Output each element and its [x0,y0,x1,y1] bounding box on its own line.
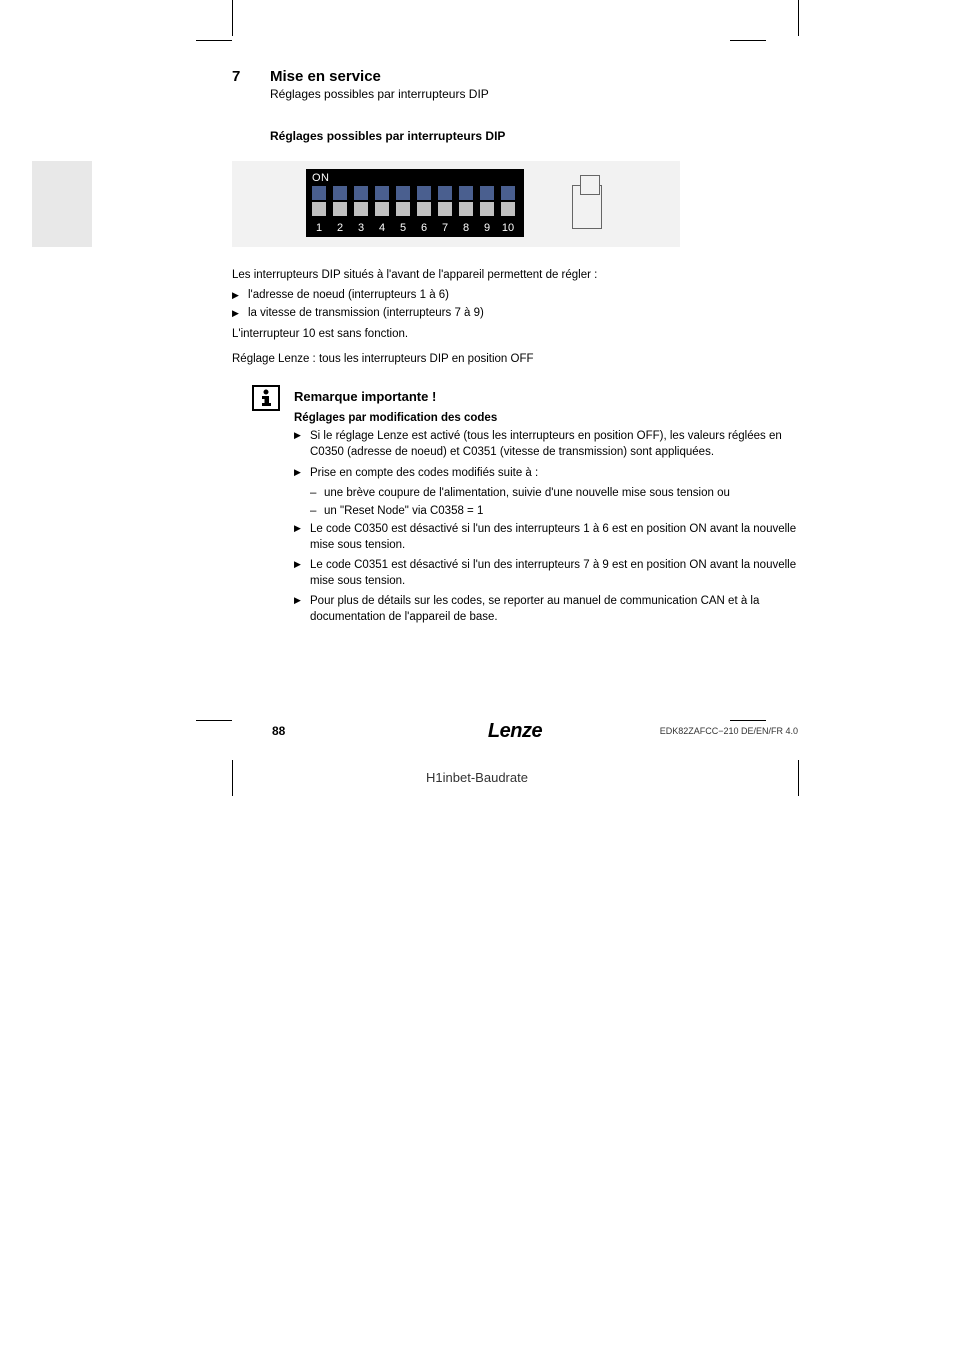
dip-switch-number: 4 [372,222,392,234]
crop-mark [196,40,232,41]
dip-switch [459,186,473,216]
dash-bullet: – [310,485,324,501]
dip-switch [354,186,368,216]
info-icon [252,385,280,411]
list-item: ▶l'adresse de noeud (interrupteurs 1 à 6… [232,287,798,304]
bullet-text: la vitesse de transmission (interrupteur… [248,305,484,322]
bullet-text: Le code C0351 est désactivé si l'un des … [310,557,798,589]
page-content: 7 Mise en service Réglages possibles par… [232,10,798,768]
chapter-header: 7 Mise en service Réglages possibles par… [232,68,798,101]
info-subtitle: Réglages par modification des codes [294,412,798,424]
sub-list-item: –un "Reset Node" via C0358 = 1 [310,503,798,519]
dip-switch [480,186,494,216]
dash-bullet: – [310,503,324,519]
section-heading: Réglages possibles par interrupteurs DIP [270,129,798,143]
margin-grey-block [32,161,92,247]
bullet-text: Le code C0350 est désactivé si l'un des … [310,521,798,553]
dip-switch [375,186,389,216]
dip-switch-number: 2 [330,222,350,234]
dip-switch [312,186,326,216]
footer-label: H1inbet-Baudrate [426,770,528,785]
triangle-bullet-icon: ▶ [294,521,310,534]
dip-switch-number: 10 [498,222,518,234]
dip-switch-number: 3 [351,222,371,234]
dip-switch [396,186,410,216]
bullet-text: Si le réglage Lenze est activé (tous les… [310,428,798,460]
crop-mark [196,720,232,721]
int10-line: L'interrupteur 10 est sans fonction. [232,326,798,343]
list-item: ▶Le code C0351 est désactivé si l'un des… [294,557,798,589]
intro-line: Les interrupteurs DIP situés à l'avant d… [232,267,798,284]
page-footer: 88 Lenze EDK82ZAFCC−210 DE/EN/FR 4.0 [232,724,798,738]
crop-mark [798,760,799,796]
dip-switch [438,186,452,216]
bullet-text: Prise en compte des codes modifiés suite… [310,465,538,481]
triangle-bullet-icon: ▶ [294,428,310,441]
list-item: ▶Pour plus de détails sur les codes, se … [294,593,798,625]
dip-switch-number: 9 [477,222,497,234]
dip-switch-figure: ON 12345678910 [232,161,680,247]
page-number: 88 [272,724,285,738]
triangle-bullet-icon: ▶ [294,593,310,606]
chapter-subtitle: Réglages possibles par interrupteurs DIP [270,87,489,101]
brand-logo: Lenze [488,720,542,743]
dip-switch-number: 6 [414,222,434,234]
list-item: ▶Si le réglage Lenze est activé (tous le… [294,428,798,460]
triangle-bullet-icon: ▶ [232,287,248,302]
dip-switch [501,186,515,216]
chapter-title: Mise en service [270,68,489,85]
bullet-text: l'adresse de noeud (interrupteurs 1 à 6) [248,287,449,304]
sub-bullet-text: un "Reset Node" via C0358 = 1 [324,503,483,519]
dip-switch [333,186,347,216]
triangle-bullet-icon: ▶ [294,465,310,478]
sub-list-item: –une brève coupure de l'alimentation, su… [310,485,798,501]
intro-paragraph: Les interrupteurs DIP situés à l'avant d… [232,267,798,367]
list-item: ▶la vitesse de transmission (interrupteu… [232,305,798,322]
dip-switch [417,186,431,216]
list-item: ▶Prise en compte des codes modifiés suit… [294,465,798,481]
dip-switch-block: ON 12345678910 [306,169,524,237]
sub-bullet-text: une brève coupure de l'alimentation, sui… [324,485,730,501]
info-title: Remarque importante ! [294,389,798,404]
dip-switch-number: 1 [309,222,329,234]
triangle-bullet-icon: ▶ [232,305,248,320]
lenze-line: Réglage Lenze : tous les interrupteurs D… [232,351,798,368]
doc-id: EDK82ZAFCC−210 DE/EN/FR 4.0 [660,726,798,736]
bullet-text: Pour plus de détails sur les codes, se r… [310,593,798,625]
dip-switch-number: 5 [393,222,413,234]
triangle-bullet-icon: ▶ [294,557,310,570]
dip-switch-number: 7 [435,222,455,234]
dip-switch-number: 8 [456,222,476,234]
connector-icon [572,175,610,229]
info-note-box: Remarque importante ! Réglages par modif… [252,385,798,629]
chapter-number: 7 [232,68,252,101]
crop-mark [798,0,799,36]
dip-on-label: ON [312,172,330,184]
list-item: ▶Le code C0350 est désactivé si l'un des… [294,521,798,553]
